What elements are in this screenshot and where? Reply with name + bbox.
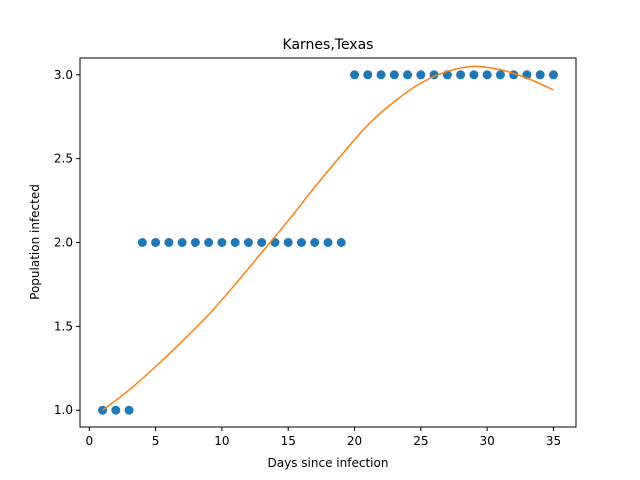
scatter-point [137, 238, 147, 247]
scatter-point [495, 70, 505, 80]
x-axis-label: Days since infection [268, 456, 389, 470]
scatter-point [336, 238, 346, 247]
y-tick-label: 1.5 [54, 319, 73, 333]
scatter-point [217, 238, 227, 247]
scatter-point [204, 238, 214, 247]
y-axis: 1.0 1.5 2.0 2.5 3.0 [54, 68, 80, 417]
scatter-point [111, 405, 121, 415]
scatter-point [177, 238, 187, 247]
scatter-point [376, 70, 386, 80]
x-tick-label: 30 [480, 434, 495, 448]
x-tick-label: 35 [546, 434, 561, 448]
y-axis-label: Population infected [28, 184, 42, 300]
x-tick-label: 0 [85, 434, 93, 448]
y-tick-label: 1.0 [54, 403, 73, 417]
scatter-point [124, 405, 134, 415]
scatter-point [535, 70, 545, 80]
scatter-point [389, 70, 399, 80]
scatter-point [164, 238, 174, 247]
scatter-point [257, 238, 267, 247]
scatter-point [403, 70, 413, 80]
plot-area [98, 65, 558, 415]
fit-line [102, 65, 554, 411]
scatter-point [243, 238, 253, 247]
scatter-point [548, 70, 558, 80]
scatter-point [469, 70, 479, 80]
scatter-point [296, 238, 306, 247]
scatter-point [456, 70, 466, 80]
x-tick-label: 20 [347, 434, 362, 448]
y-tick-label: 2.5 [54, 152, 73, 166]
scatter-point [482, 70, 492, 80]
scatter-point [151, 238, 161, 247]
scatter-point [230, 238, 240, 247]
x-tick-label: 5 [152, 434, 160, 448]
x-tick-label: 25 [413, 434, 428, 448]
x-axis: 0 5 10 15 20 25 30 35 [85, 427, 561, 448]
scatter-point [350, 70, 360, 80]
chart-title: Karnes,Texas [283, 37, 374, 53]
y-tick-label: 3.0 [54, 68, 73, 82]
y-tick-label: 2.0 [54, 236, 73, 250]
scatter-point [323, 238, 333, 247]
scatter-point [283, 238, 293, 247]
x-tick-label: 15 [281, 434, 296, 448]
scatter-point [363, 70, 373, 80]
x-tick-label: 10 [214, 434, 229, 448]
scatter-point [310, 238, 320, 247]
scatter-point [190, 238, 200, 247]
scatter-point [416, 70, 426, 80]
